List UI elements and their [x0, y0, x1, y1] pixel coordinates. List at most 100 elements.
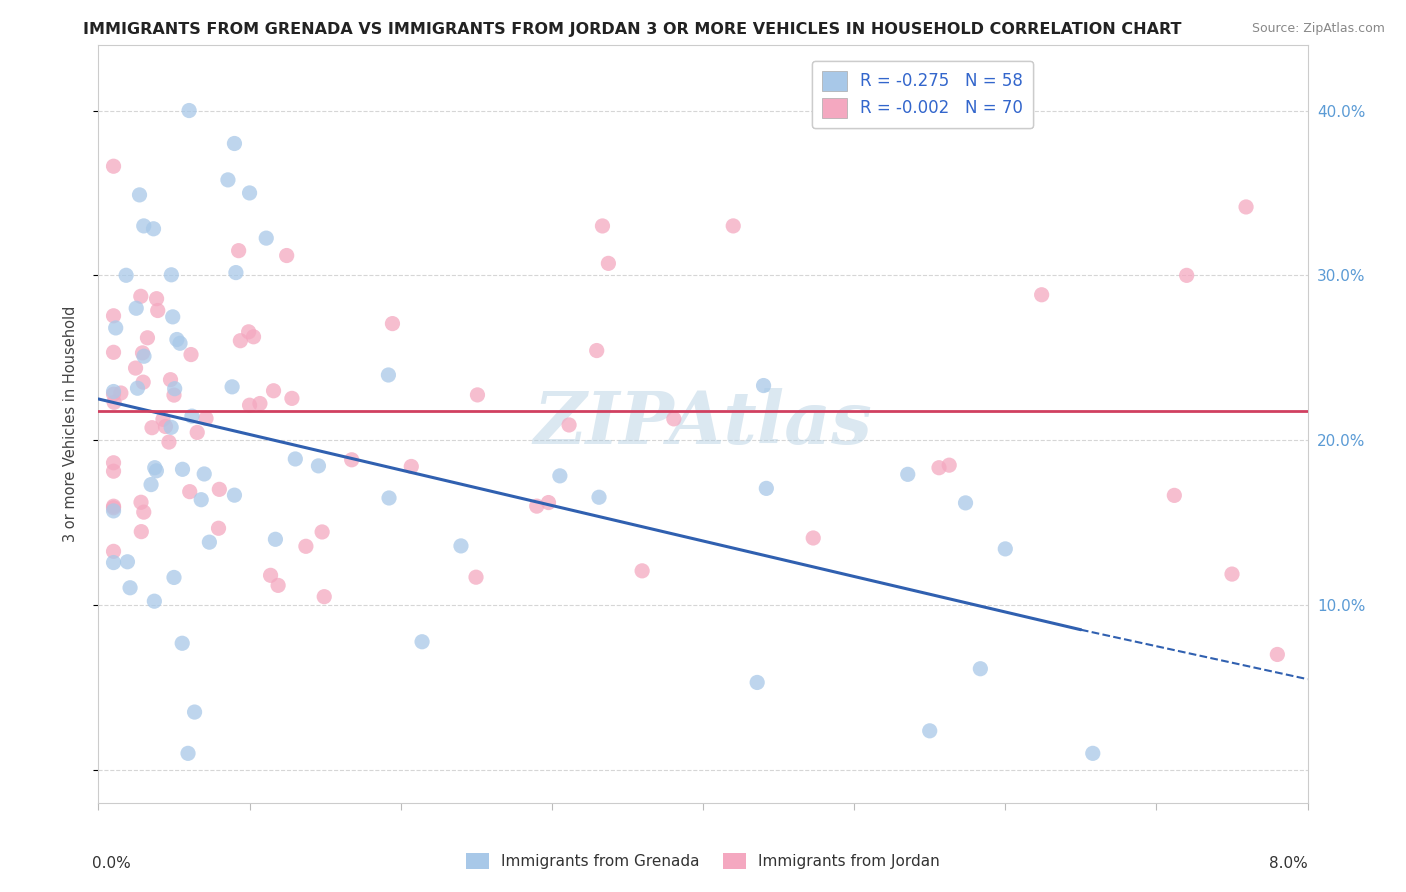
Point: [537, 495, 560, 509]
Point: [186, 425, 208, 440]
Point: [129, 289, 152, 303]
Point: [249, 396, 271, 410]
Point: [180, 347, 202, 361]
Point: [132, 219, 155, 233]
Point: [1163, 488, 1185, 502]
Point: [588, 490, 610, 504]
Point: [969, 662, 991, 676]
Point: [152, 412, 174, 426]
Point: [239, 186, 262, 200]
Point: [598, 256, 620, 270]
Point: [157, 435, 180, 450]
Point: [142, 221, 165, 235]
Point: [155, 419, 177, 434]
Point: [1234, 200, 1257, 214]
Point: [129, 495, 152, 509]
Point: [897, 467, 920, 482]
Point: [340, 452, 363, 467]
Point: [103, 544, 125, 558]
Point: [467, 388, 489, 402]
Point: [117, 555, 139, 569]
Point: [103, 504, 125, 518]
Text: 8.0%: 8.0%: [1268, 856, 1308, 871]
Text: ZIPAtlas: ZIPAtlas: [534, 388, 872, 459]
Point: [662, 412, 685, 426]
Point: [132, 349, 155, 363]
Point: [103, 387, 125, 401]
Point: [752, 378, 775, 392]
Y-axis label: 3 or more Vehicles in Household: 3 or more Vehicles in Household: [63, 306, 77, 541]
Point: [264, 533, 287, 547]
Point: [411, 634, 433, 648]
Point: [723, 219, 745, 233]
Text: 0.0%: 0.0%: [93, 856, 131, 871]
Point: [208, 483, 231, 497]
Point: [1175, 268, 1198, 283]
Point: [591, 219, 613, 233]
Point: [1031, 287, 1053, 301]
Point: [183, 705, 205, 719]
Point: [136, 331, 159, 345]
Point: [110, 386, 132, 401]
Point: [172, 636, 194, 650]
Text: IMMIGRANTS FROM GRENADA VS IMMIGRANTS FROM JORDAN 3 OR MORE VEHICLES IN HOUSEHOL: IMMIGRANTS FROM GRENADA VS IMMIGRANTS FR…: [83, 22, 1182, 37]
Point: [103, 395, 125, 409]
Point: [103, 345, 125, 359]
Point: [928, 460, 950, 475]
Point: [267, 578, 290, 592]
Point: [401, 459, 423, 474]
Point: [526, 499, 548, 513]
Point: [103, 456, 125, 470]
Point: [548, 468, 571, 483]
Point: [558, 417, 581, 432]
Point: [307, 458, 329, 473]
Point: [181, 409, 204, 424]
Point: [179, 484, 201, 499]
Point: [177, 747, 200, 761]
Point: [955, 496, 977, 510]
Point: [228, 244, 250, 258]
Point: [295, 539, 318, 553]
Point: [242, 330, 264, 344]
Point: [314, 590, 336, 604]
Point: [146, 303, 169, 318]
Point: [755, 482, 778, 496]
Point: [179, 103, 201, 118]
Point: [229, 334, 252, 348]
Point: [281, 392, 304, 406]
Point: [172, 462, 194, 476]
Point: [169, 336, 191, 351]
Point: [225, 266, 247, 280]
Point: [994, 541, 1017, 556]
Point: [103, 556, 125, 570]
Point: [207, 521, 229, 535]
Point: [139, 477, 162, 491]
Point: [131, 346, 153, 360]
Point: [221, 380, 243, 394]
Point: [195, 411, 218, 425]
Point: [381, 317, 404, 331]
Point: [103, 500, 125, 515]
Point: [160, 268, 183, 282]
Point: [159, 373, 181, 387]
Point: [127, 381, 149, 395]
Point: [254, 231, 277, 245]
Point: [132, 505, 155, 519]
Point: [465, 570, 488, 584]
Point: [163, 570, 186, 584]
Point: [132, 375, 155, 389]
Point: [163, 382, 186, 396]
Point: [104, 321, 127, 335]
Point: [198, 535, 221, 549]
Point: [259, 568, 281, 582]
Point: [115, 268, 138, 283]
Point: [224, 488, 246, 502]
Point: [224, 136, 246, 151]
Point: [747, 675, 769, 690]
Point: [163, 388, 186, 402]
Point: [918, 723, 941, 738]
Legend: Immigrants from Grenada, Immigrants from Jordan: Immigrants from Grenada, Immigrants from…: [460, 847, 946, 875]
Point: [631, 564, 654, 578]
Point: [120, 581, 142, 595]
Point: [190, 492, 212, 507]
